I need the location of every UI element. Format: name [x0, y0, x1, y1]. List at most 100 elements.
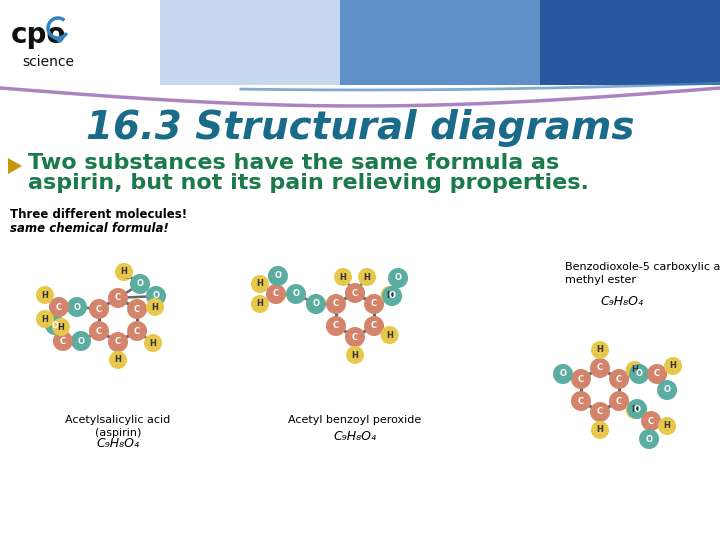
- Text: C: C: [96, 327, 102, 335]
- Circle shape: [286, 284, 306, 304]
- Text: O: O: [153, 292, 160, 300]
- Circle shape: [609, 391, 629, 411]
- Bar: [160, 0, 340, 85]
- Circle shape: [306, 294, 326, 314]
- Text: O: O: [137, 280, 143, 288]
- Text: O: O: [292, 289, 300, 299]
- Circle shape: [251, 295, 269, 313]
- Circle shape: [115, 263, 133, 281]
- Text: C: C: [578, 396, 584, 406]
- Text: C: C: [648, 416, 654, 426]
- Text: H: H: [256, 300, 264, 308]
- Text: O: O: [73, 302, 81, 312]
- Circle shape: [629, 364, 649, 384]
- Text: H: H: [340, 273, 346, 281]
- Circle shape: [45, 315, 65, 335]
- Circle shape: [591, 341, 609, 359]
- Text: Three different molecules!: Three different molecules!: [10, 208, 187, 221]
- Circle shape: [626, 361, 644, 379]
- Circle shape: [647, 364, 667, 384]
- Text: H: H: [386, 330, 393, 340]
- Text: H: H: [42, 314, 48, 323]
- Text: O: O: [274, 272, 282, 280]
- Bar: [340, 0, 540, 85]
- Text: C: C: [115, 294, 121, 302]
- Text: H: H: [631, 406, 638, 415]
- Circle shape: [591, 421, 609, 439]
- Text: C: C: [371, 321, 377, 330]
- Bar: [0, 0, 160, 85]
- Text: O: O: [51, 321, 58, 329]
- Text: H: H: [42, 291, 48, 300]
- Circle shape: [89, 299, 109, 319]
- Circle shape: [626, 401, 644, 419]
- Circle shape: [658, 417, 676, 435]
- Text: C: C: [333, 300, 339, 308]
- Circle shape: [382, 286, 402, 306]
- Text: 16.3 Structural diagrams: 16.3 Structural diagrams: [86, 109, 634, 147]
- Text: C: C: [60, 336, 66, 346]
- Text: C: C: [616, 375, 622, 383]
- Circle shape: [71, 331, 91, 351]
- Circle shape: [251, 275, 269, 293]
- Text: C: C: [333, 321, 339, 330]
- Text: C: C: [134, 327, 140, 335]
- Circle shape: [345, 327, 365, 347]
- Circle shape: [334, 268, 352, 286]
- Circle shape: [657, 380, 677, 400]
- Circle shape: [553, 364, 573, 384]
- Text: O: O: [312, 300, 320, 308]
- Circle shape: [127, 321, 147, 341]
- Text: H: H: [597, 426, 603, 435]
- Text: C: C: [56, 302, 62, 312]
- Circle shape: [571, 369, 591, 389]
- Text: H: H: [114, 355, 122, 364]
- Circle shape: [144, 334, 162, 352]
- Circle shape: [108, 332, 128, 352]
- Circle shape: [664, 357, 682, 375]
- Circle shape: [67, 297, 87, 317]
- Circle shape: [590, 402, 610, 422]
- Text: C: C: [96, 305, 102, 314]
- Polygon shape: [8, 158, 22, 174]
- Circle shape: [326, 316, 346, 336]
- Circle shape: [364, 294, 384, 314]
- Circle shape: [36, 286, 54, 304]
- Circle shape: [358, 268, 376, 286]
- Circle shape: [326, 294, 346, 314]
- Text: Acetyl benzoyl peroxide: Acetyl benzoyl peroxide: [289, 415, 422, 425]
- Text: cpo: cpo: [10, 21, 66, 49]
- Text: H: H: [152, 302, 158, 312]
- Text: C: C: [352, 288, 358, 298]
- Text: O: O: [646, 435, 652, 443]
- Text: C₉H₈O₄: C₉H₈O₄: [600, 295, 643, 308]
- Circle shape: [388, 268, 408, 288]
- Text: H: H: [364, 273, 370, 281]
- Circle shape: [590, 358, 610, 378]
- Circle shape: [36, 310, 54, 328]
- Text: C: C: [115, 338, 121, 347]
- Text: C: C: [273, 289, 279, 299]
- Circle shape: [639, 429, 659, 449]
- Text: O: O: [78, 336, 84, 346]
- Text: C₉H₈O₄: C₉H₈O₄: [333, 430, 377, 443]
- Circle shape: [52, 318, 70, 336]
- Circle shape: [609, 369, 629, 389]
- Circle shape: [571, 391, 591, 411]
- Bar: [540, 0, 720, 85]
- Text: H: H: [120, 267, 127, 276]
- Text: H: H: [597, 346, 603, 354]
- Text: Benzodioxole-5 carboxylic acid,
methyl ester: Benzodioxole-5 carboxylic acid, methyl e…: [565, 262, 720, 285]
- Text: same chemical formula!: same chemical formula!: [10, 221, 168, 234]
- Text: O: O: [634, 404, 641, 414]
- Text: C: C: [371, 300, 377, 308]
- Text: C: C: [616, 396, 622, 406]
- Text: Acetylsalicylic acid
(aspirin): Acetylsalicylic acid (aspirin): [66, 415, 171, 438]
- Text: O: O: [664, 386, 670, 395]
- Circle shape: [130, 274, 150, 294]
- Circle shape: [109, 351, 127, 369]
- Text: O: O: [559, 369, 567, 379]
- Circle shape: [53, 331, 73, 351]
- Text: —: —: [125, 275, 132, 281]
- Circle shape: [146, 286, 166, 306]
